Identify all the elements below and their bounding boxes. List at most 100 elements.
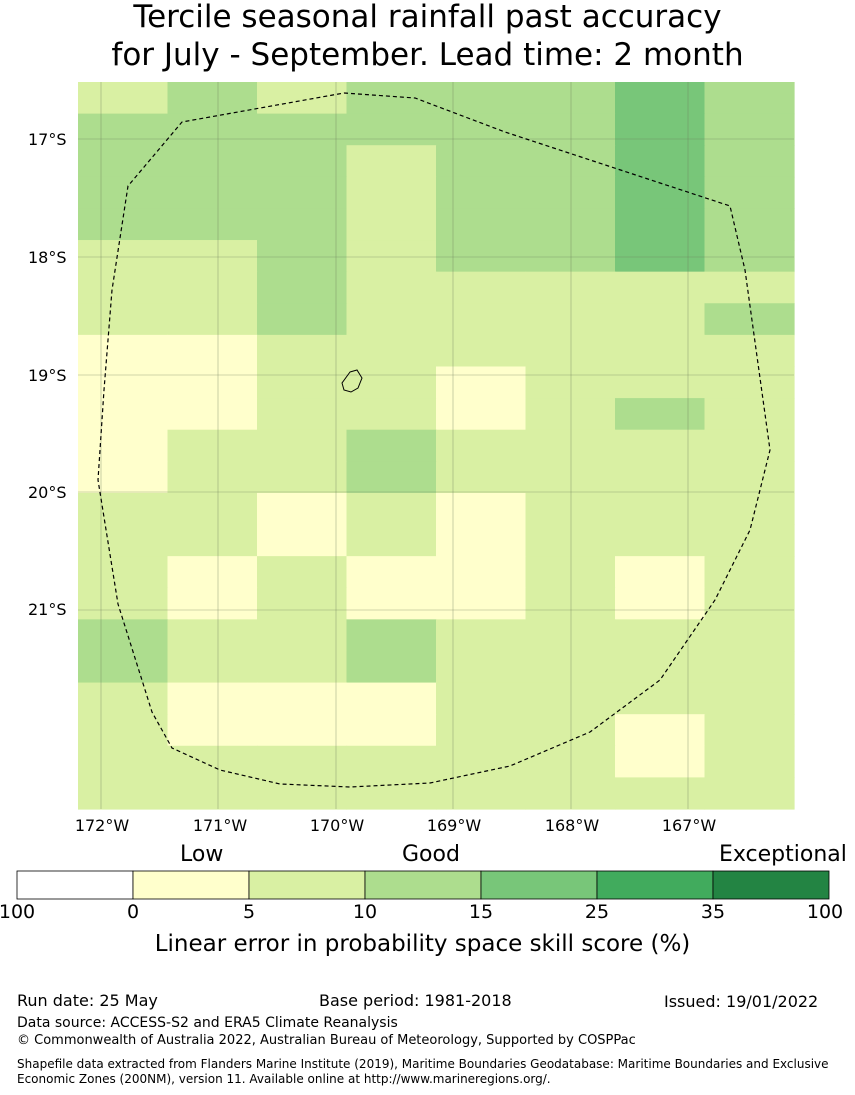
skill-cell (257, 556, 348, 589)
skill-cell (436, 650, 527, 684)
skill-cell (346, 366, 437, 399)
skill-cell (78, 524, 169, 557)
skill-cell (525, 556, 616, 589)
lon-tick-label: 170°W (309, 816, 365, 835)
skill-cell (615, 271, 706, 304)
colorbar-tick: 5 (242, 901, 256, 923)
skill-cell (525, 240, 616, 273)
lon-tick-label: 172°W (74, 816, 130, 835)
skill-cell (436, 398, 527, 431)
skill-cell (78, 145, 169, 178)
skill-cell (167, 303, 258, 336)
skill-cell (436, 429, 527, 462)
skill-cell (436, 271, 527, 304)
skill-cell (167, 429, 258, 462)
skill-cell (525, 745, 616, 778)
skill-cell (167, 366, 258, 399)
skill-cell (167, 587, 258, 620)
skill-cell (346, 398, 437, 431)
skill-cell (436, 334, 527, 368)
skill-cell (525, 714, 616, 747)
lon-tick-label: 168°W (544, 816, 600, 835)
skill-cell (257, 619, 348, 652)
skill-cell (615, 334, 706, 368)
data-source: Data source: ACCESS-S2 and ERA5 Climate … (17, 1015, 398, 1031)
skill-cell (78, 777, 169, 810)
skill-cell (615, 145, 706, 178)
skill-cell (167, 492, 258, 526)
skill-cell (436, 366, 527, 399)
skill-cell (257, 429, 348, 462)
eez-boundary (97, 92, 771, 788)
skill-cell (78, 429, 169, 462)
skill-cell (257, 271, 348, 304)
skill-cell (78, 334, 169, 368)
skill-cell (615, 208, 706, 241)
island-outline (341, 369, 363, 393)
shapefile-credit-line-2: Economic Zones (200NM), version 11. Avai… (17, 1072, 551, 1086)
skill-cell (615, 745, 706, 778)
skill-cell (525, 492, 616, 526)
colorbar (16, 870, 830, 900)
skill-cell (704, 556, 795, 589)
skill-cell (525, 176, 616, 210)
skill-cell (436, 714, 527, 747)
skill-cell (615, 714, 706, 747)
skill-cell (257, 777, 348, 810)
skill-cell (257, 240, 348, 273)
skill-cell (78, 82, 169, 115)
colorbar-swatch (480, 870, 598, 900)
colorbar-swatch (132, 870, 250, 900)
skill-cell (78, 208, 169, 241)
colorbar-category-good: Good (402, 842, 460, 867)
skill-cell (257, 113, 348, 146)
skill-cell (346, 429, 437, 462)
map-title-line-2: for July - September. Lead time: 2 month (111, 37, 744, 73)
run-date: Run date: 25 May (17, 991, 158, 1010)
skill-cell (78, 587, 169, 620)
skill-cell (167, 524, 258, 557)
skill-cell (704, 303, 795, 336)
skill-cell (346, 650, 437, 684)
skill-cell (167, 271, 258, 304)
skill-cell (257, 650, 348, 684)
lat-tick-label: 21°S (28, 600, 67, 619)
skill-cell (436, 745, 527, 778)
skill-cell (525, 587, 616, 620)
skill-cell (525, 650, 616, 684)
skill-cell (346, 777, 437, 810)
map-title-line-1: Tercile seasonal rainfall past accuracy (133, 0, 722, 35)
skill-cell (525, 398, 616, 431)
skill-cell (346, 271, 437, 304)
skill-cell (346, 176, 437, 210)
skill-cell (78, 303, 169, 336)
skill-cell (257, 303, 348, 336)
skill-cell (436, 619, 527, 652)
skill-cell (615, 524, 706, 557)
skill-cell (704, 366, 795, 399)
skill-cell (78, 271, 169, 304)
skill-cell (167, 82, 258, 115)
skill-cell (167, 619, 258, 652)
skill-cell (436, 82, 527, 115)
skill-cell (167, 208, 258, 241)
skill-cell (436, 461, 527, 494)
skill-cell (257, 366, 348, 399)
skill-cell (257, 82, 348, 115)
skill-cell (167, 113, 258, 146)
skill-cell (615, 650, 706, 684)
skill-cell (525, 82, 616, 115)
skill-cell (704, 208, 795, 241)
colorbar-category-low: Low (180, 842, 224, 867)
skill-cell (615, 176, 706, 210)
colorbar-category-exceptional: Exceptional (719, 842, 847, 867)
skill-cell (346, 524, 437, 557)
skill-cell (525, 145, 616, 178)
skill-cell (167, 176, 258, 210)
skill-cell (346, 113, 437, 146)
colorbar-tick: 0 (126, 901, 140, 923)
skill-cell (167, 650, 258, 684)
shapefile-credit-line-1: Shapefile data extracted from Flanders M… (17, 1057, 829, 1071)
skill-cell (346, 145, 437, 178)
